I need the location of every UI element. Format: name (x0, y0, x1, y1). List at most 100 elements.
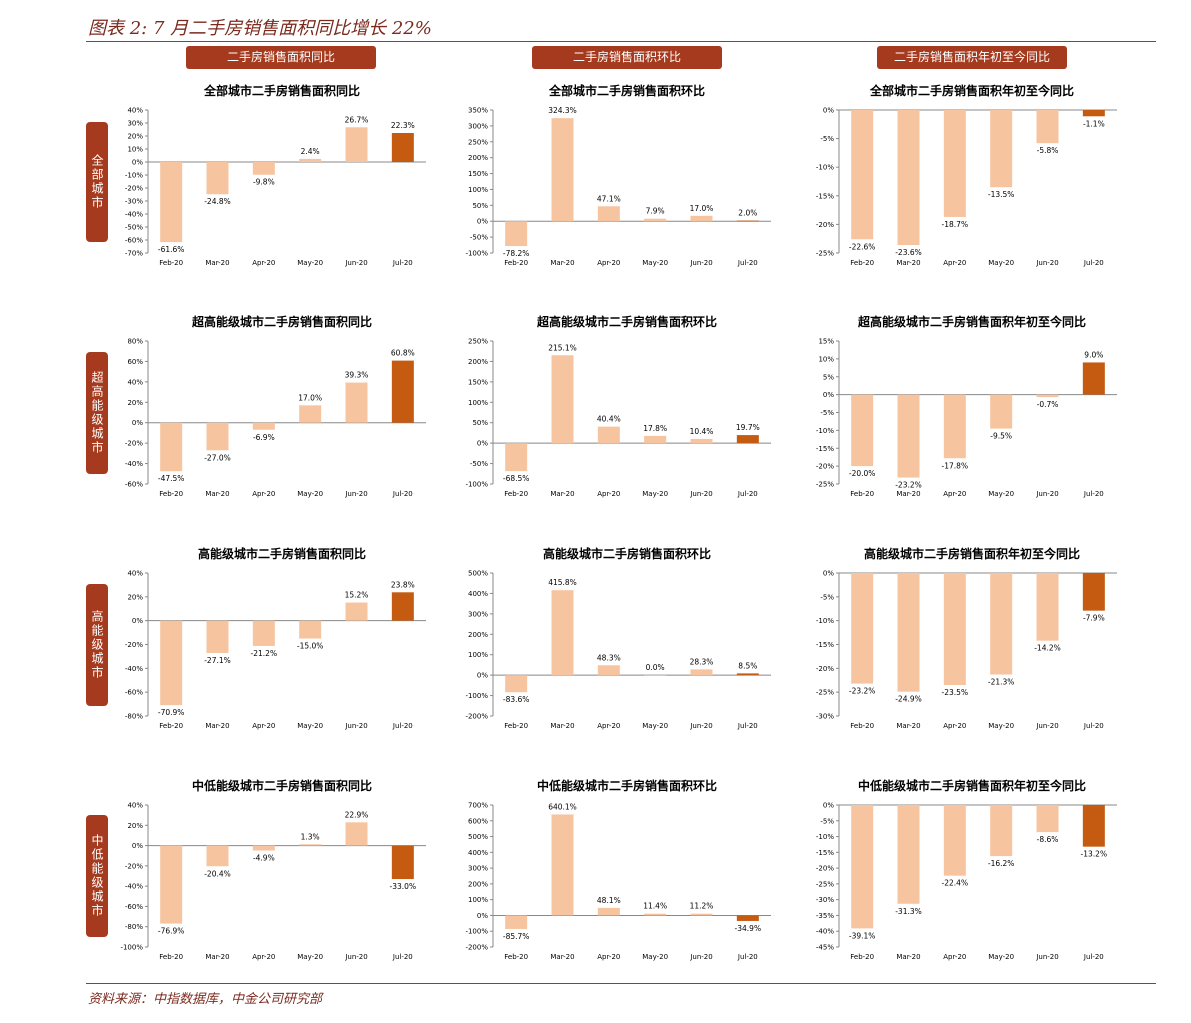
row-label-all-cities: 全部城市 (86, 122, 108, 242)
x-tick-label: Mar-20 (205, 259, 229, 267)
bar (597, 426, 620, 444)
x-tick-label: Mar-20 (550, 722, 574, 730)
bar (1082, 573, 1105, 611)
y-tick-label: 50% (472, 202, 488, 210)
y-tick-label: -10% (816, 617, 834, 625)
data-label: 640.1% (548, 802, 577, 811)
y-tick-label: 400% (468, 849, 488, 857)
chart-title: 超高能级城市二手房销售面积年初至今同比 (857, 315, 1086, 329)
bar-chart: 0% -5% -10% -15% -20% -25% -30% -23.2% Feb-20 -24… (816, 570, 1117, 730)
y-tick-label: 10% (818, 355, 834, 363)
bar (897, 110, 920, 245)
bar (252, 620, 275, 646)
y-tick-label: 20% (127, 133, 143, 141)
y-tick-label: -25% (816, 250, 834, 258)
bar (851, 805, 874, 929)
y-tick-label: 0% (823, 570, 834, 578)
data-label: -27.0% (204, 453, 231, 462)
y-tick-label: 40% (127, 378, 143, 386)
y-tick-label: -35% (816, 912, 834, 920)
x-tick-label: Mar-20 (205, 953, 229, 961)
y-tick-label: 0% (823, 107, 834, 115)
source-note: 资料来源：中指数据库，中金公司研究部 (88, 992, 323, 1007)
data-label: -23.2% (849, 687, 876, 696)
x-tick-label: May-20 (988, 953, 1014, 961)
bar (551, 814, 574, 916)
bar (391, 592, 414, 621)
x-tick-label: Jun-20 (1035, 259, 1058, 267)
bar (990, 573, 1013, 675)
chart-title: 全部城市二手房销售面积同比 (203, 84, 360, 98)
x-tick-label: Jul-20 (1083, 490, 1104, 498)
x-tick-label: Apr-20 (252, 259, 275, 267)
chart-title: 中低能级城市二手房销售面积同比 (191, 779, 372, 793)
bar (597, 665, 620, 676)
bar (897, 394, 920, 478)
x-tick-label: Feb-20 (504, 259, 528, 267)
y-tick-label: -80% (125, 923, 143, 931)
bar-chart: 0% -5% -10% -15% -20% -25% -30% -35% -40% -45% -39… (816, 802, 1117, 961)
bar (851, 573, 874, 684)
data-label: 10.4% (690, 427, 714, 436)
column-header-mom: 二手房销售面积环比 (532, 46, 722, 69)
y-tick-label: 100% (468, 186, 488, 194)
row-label-mid-low-tier: 中低能级城市 (86, 815, 108, 937)
data-label: 28.3% (690, 657, 714, 666)
x-tick-label: Feb-20 (504, 722, 528, 730)
x-tick-label: Mar-20 (550, 953, 574, 961)
y-tick-label: -60% (125, 237, 143, 245)
bar (299, 158, 322, 162)
chart-title: 超高能级城市二手房销售面积环比 (536, 315, 717, 329)
bar-chart: 350% 300% 250% 200% 150% 100% 50% 0% -50% -100% -7… (465, 106, 771, 267)
data-label: -14.2% (1034, 644, 1061, 653)
y-tick-label: 200% (468, 154, 488, 162)
x-tick-label: Jun-20 (344, 722, 367, 730)
bar (597, 907, 620, 916)
y-tick-label: -5% (820, 593, 834, 601)
data-label: 60.8% (391, 349, 415, 358)
x-tick-label: Apr-20 (597, 953, 620, 961)
y-tick-label: -25% (816, 689, 834, 697)
x-tick-label: May-20 (297, 259, 323, 267)
column-header-ytd: 二手房销售面积年初至今同比 (877, 46, 1067, 69)
x-tick-label: May-20 (642, 259, 668, 267)
y-tick-label: -40% (125, 665, 143, 673)
y-tick-label: 0% (132, 842, 143, 850)
y-tick-label: 200% (468, 358, 488, 366)
bar (551, 118, 574, 222)
bar (990, 110, 1013, 188)
data-label: 19.7% (736, 423, 760, 432)
y-tick-label: 0% (132, 617, 143, 625)
y-tick-label: -70% (125, 250, 143, 258)
y-tick-label: -200% (465, 713, 488, 721)
bar (252, 162, 275, 175)
y-tick-label: -25% (816, 481, 834, 489)
data-label: -4.9% (253, 854, 275, 863)
y-tick-label: -30% (125, 198, 143, 206)
bar (1036, 573, 1059, 641)
data-label: -20.4% (204, 869, 231, 878)
y-tick-label: -20% (816, 665, 834, 673)
y-tick-label: -60% (125, 481, 143, 489)
x-tick-label: Mar-20 (896, 259, 920, 267)
data-label: -9.5% (990, 432, 1012, 441)
bar (391, 360, 414, 423)
data-label: -1.1% (1083, 119, 1105, 128)
y-tick-label: -15% (816, 641, 834, 649)
bar (206, 162, 229, 195)
data-label: -23.6% (895, 248, 922, 257)
x-tick-label: Jun-20 (689, 490, 712, 498)
data-label: -31.3% (895, 907, 922, 916)
x-tick-label: Feb-20 (159, 722, 183, 730)
bar (990, 805, 1013, 857)
x-tick-label: May-20 (297, 490, 323, 498)
y-tick-label: 40% (127, 107, 143, 115)
bar (690, 215, 713, 222)
bar (1082, 110, 1105, 117)
y-tick-label: 250% (468, 138, 488, 146)
x-tick-label: May-20 (642, 953, 668, 961)
x-tick-label: Jul-20 (392, 259, 413, 267)
data-label: -61.6% (158, 245, 185, 254)
bar (736, 673, 759, 676)
bar (206, 845, 229, 867)
